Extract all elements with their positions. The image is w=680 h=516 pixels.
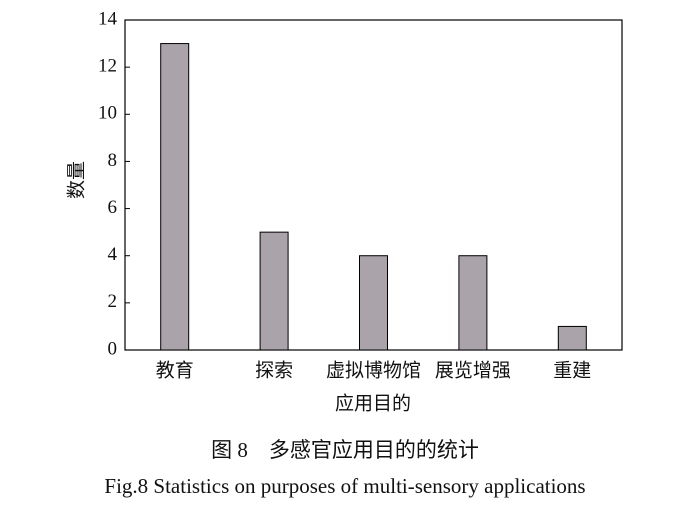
bar: [458, 255, 488, 351]
y-tick-label: 4: [108, 244, 118, 265]
x-tick-label: 展览增强: [435, 359, 511, 381]
y-tick-label: 14: [98, 8, 118, 29]
x-axis-label: 应用目的: [335, 392, 411, 414]
caption: 图 8 多感官应用目的的统计: [211, 438, 479, 462]
y-tick-label: 2: [108, 291, 118, 312]
y-tick-label: 6: [108, 197, 118, 218]
bar: [160, 43, 190, 351]
bar: [359, 255, 388, 351]
caption-en: Fig.8 Statistics on purposes of multi-se…: [104, 474, 585, 498]
y-axis-label: 数量: [65, 161, 87, 199]
x-tick-label: 重建: [553, 359, 591, 381]
bar: [557, 325, 587, 351]
x-tick-label: 探索: [255, 359, 293, 381]
y-tick-label: 0: [108, 338, 118, 359]
y-tick-label: 12: [98, 56, 117, 77]
bar: [259, 231, 289, 351]
x-tick-label: 虚拟博物馆: [326, 359, 421, 381]
y-tick-label: 8: [108, 150, 118, 171]
x-tick-label: 教育: [156, 359, 194, 381]
y-tick-label: 10: [98, 103, 117, 124]
